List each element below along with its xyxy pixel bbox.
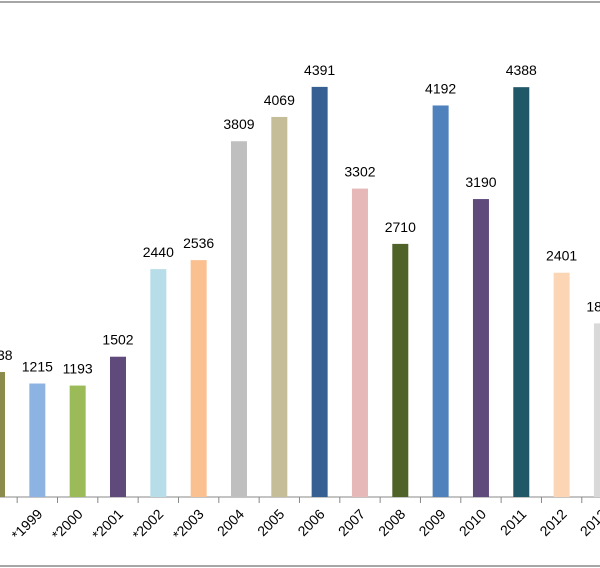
value-label: 3302 xyxy=(344,164,375,180)
bar xyxy=(29,383,46,497)
x-tick-label: *2001 xyxy=(89,506,126,543)
value-label: 2440 xyxy=(143,244,174,260)
x-tick-label: *2002 xyxy=(129,506,166,543)
bar xyxy=(150,269,167,497)
value-label: 4192 xyxy=(425,80,456,96)
value-label: 2536 xyxy=(183,235,214,251)
bar xyxy=(0,372,5,497)
bar xyxy=(271,116,288,498)
x-tick-label: 2004 xyxy=(214,506,247,539)
x-tick-label: 2010 xyxy=(456,506,489,539)
x-tick-label: 2005 xyxy=(254,506,287,539)
bar xyxy=(472,199,489,497)
value-label: 3190 xyxy=(465,174,496,190)
x-tick-label: *2003 xyxy=(170,506,207,543)
value-label: 4069 xyxy=(264,92,295,108)
bar xyxy=(69,385,86,497)
value-label: 2401 xyxy=(546,248,577,264)
bar xyxy=(351,188,368,497)
bar xyxy=(553,272,570,497)
value-label: 4391 xyxy=(304,62,335,78)
value-label: 1338 xyxy=(0,347,13,363)
x-tick-label: 2013 xyxy=(577,506,600,539)
x-tick-label: *1999 xyxy=(8,506,45,543)
x-tick-label: 2006 xyxy=(294,506,327,539)
value-label: 1502 xyxy=(102,332,133,348)
value-label: 1215 xyxy=(22,359,53,375)
value-label: 1193 xyxy=(63,361,93,377)
bar xyxy=(109,356,126,497)
bar xyxy=(230,141,247,498)
x-tick-label: 2009 xyxy=(415,506,448,539)
bar xyxy=(311,86,328,497)
bar xyxy=(392,243,409,497)
x-tick-label: 2012 xyxy=(536,506,569,539)
value-label: 1859 xyxy=(586,298,600,314)
x-tick-label: 2011 xyxy=(497,506,530,539)
x-tick-label: 2008 xyxy=(375,506,408,539)
bar xyxy=(513,87,530,497)
bar xyxy=(190,260,207,497)
x-tick-label: 2007 xyxy=(335,506,368,539)
bar xyxy=(593,323,600,497)
x-tick-label: *2000 xyxy=(49,506,86,543)
value-label: 3809 xyxy=(223,116,254,132)
value-label: 2710 xyxy=(385,219,416,235)
bar xyxy=(432,105,449,498)
value-label: 4388 xyxy=(506,62,537,78)
